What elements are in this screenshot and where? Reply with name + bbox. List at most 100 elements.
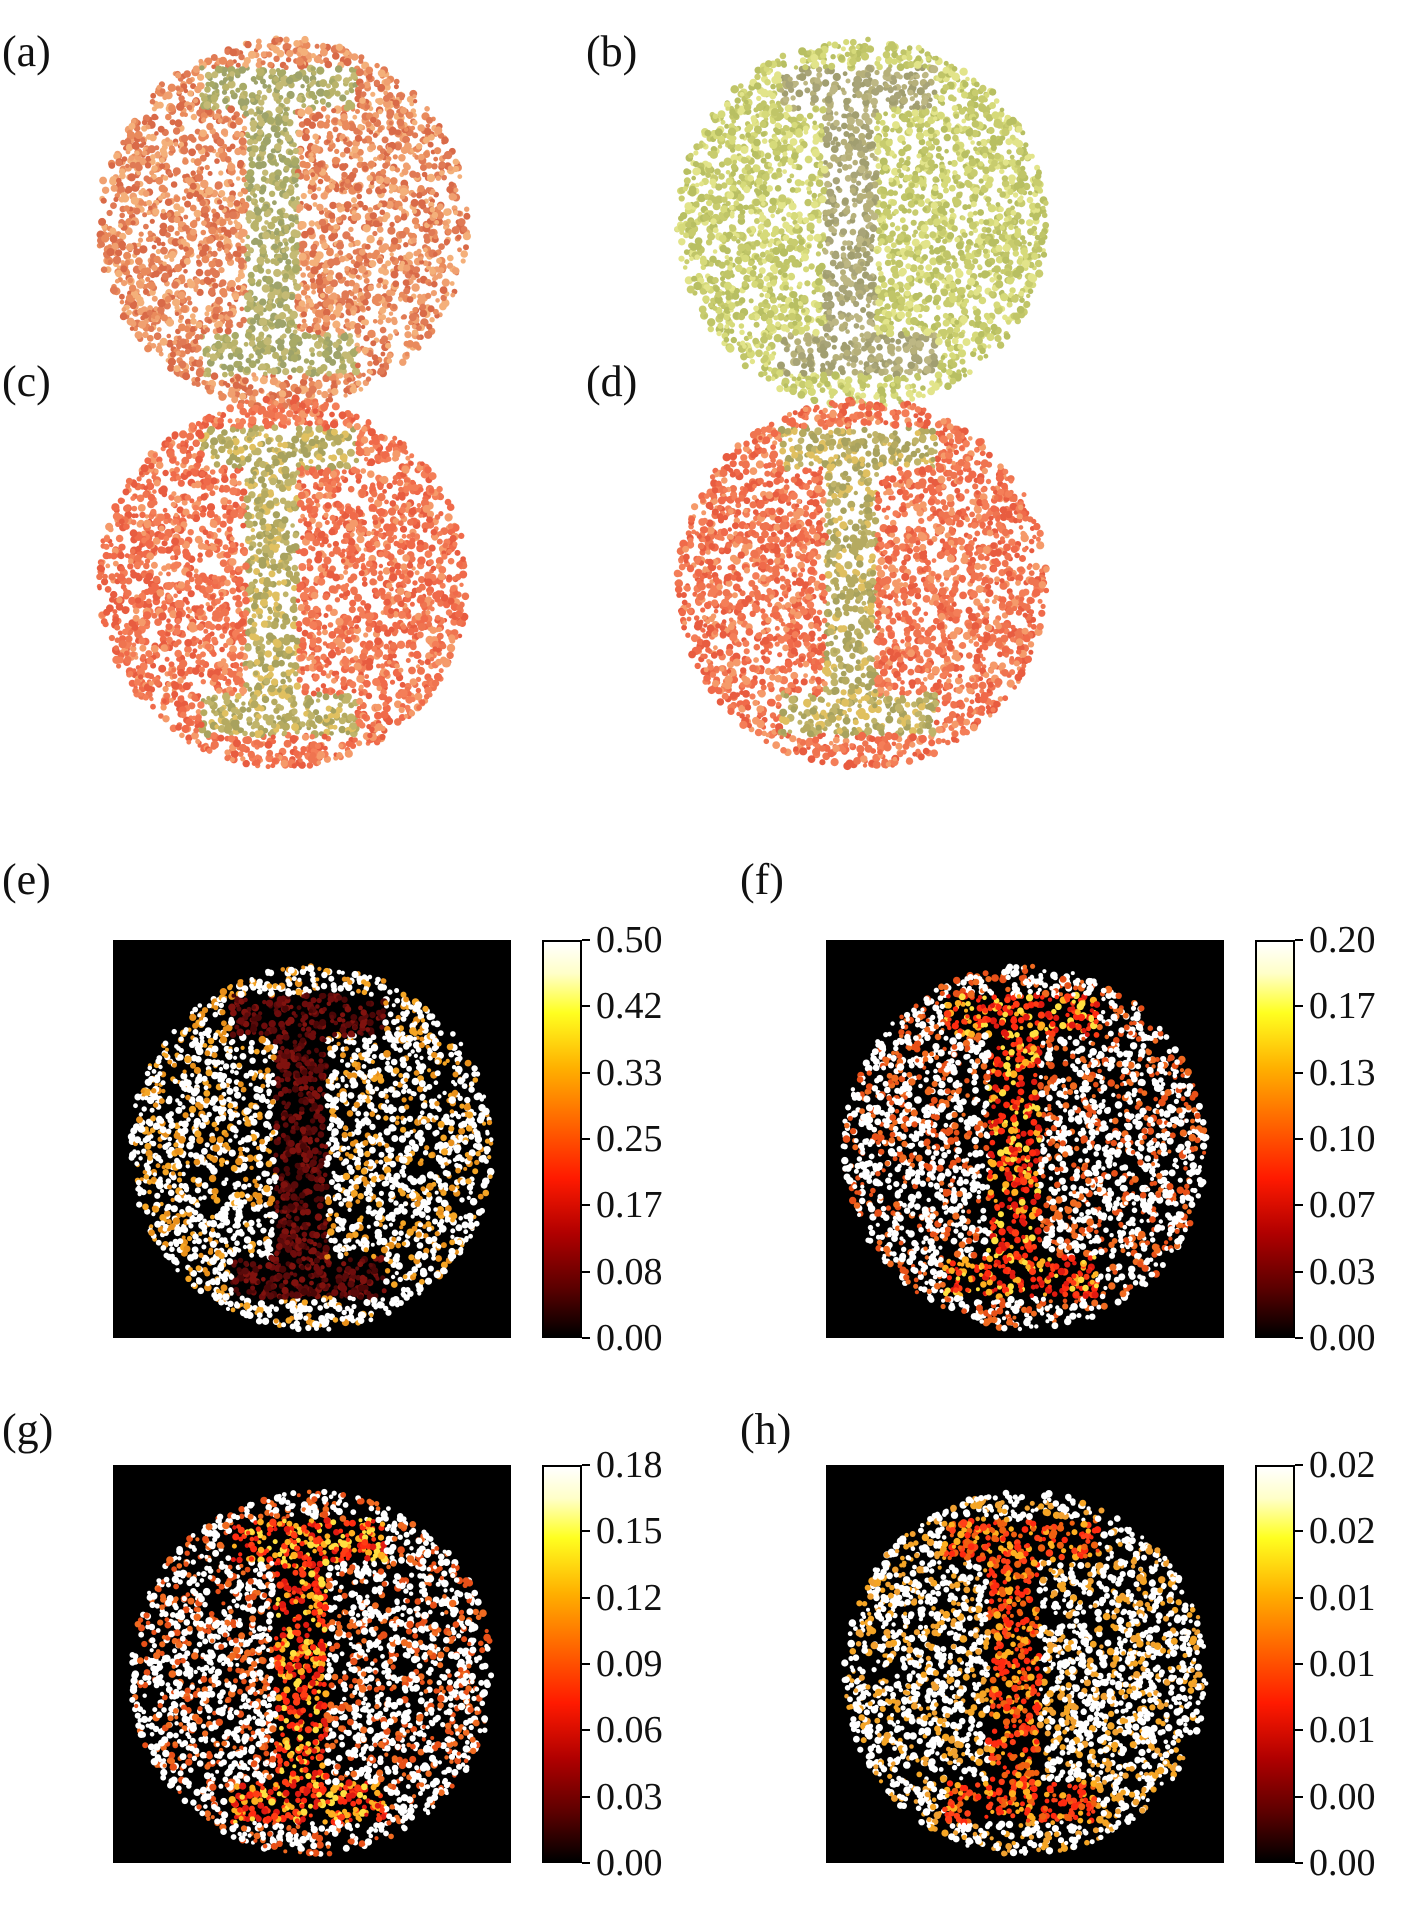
dot — [178, 314, 185, 321]
dot — [177, 206, 185, 214]
dot — [243, 366, 251, 374]
dot — [124, 138, 132, 145]
dot — [738, 83, 744, 89]
dot — [240, 316, 247, 324]
dot — [350, 310, 357, 316]
dot — [835, 141, 841, 147]
dot — [1019, 235, 1026, 241]
dot — [447, 165, 454, 172]
dot — [905, 275, 913, 283]
dot — [845, 329, 850, 334]
dot — [890, 199, 897, 207]
dot — [904, 159, 911, 167]
dot — [339, 163, 347, 171]
dot — [141, 119, 148, 126]
dot — [379, 363, 385, 369]
dot — [426, 173, 436, 183]
dot — [796, 234, 803, 240]
dot — [901, 93, 907, 98]
dot — [311, 289, 316, 295]
dot — [160, 314, 168, 322]
dot — [321, 242, 329, 250]
dot — [288, 214, 295, 222]
dot — [439, 170, 445, 176]
dot — [840, 252, 847, 258]
dot — [316, 273, 323, 280]
dot — [304, 106, 313, 115]
dot — [167, 364, 175, 372]
dot — [887, 86, 894, 94]
dot — [832, 136, 839, 142]
dot — [358, 386, 364, 392]
dot — [770, 213, 775, 219]
dot — [952, 170, 958, 176]
dot — [255, 38, 262, 45]
dot — [720, 119, 726, 125]
dot — [274, 174, 281, 181]
dot — [138, 199, 145, 206]
dot — [149, 98, 156, 105]
dot — [355, 362, 361, 369]
dot — [968, 263, 975, 270]
dot — [277, 241, 283, 247]
dot — [204, 311, 210, 317]
dot — [919, 320, 925, 326]
dot — [330, 279, 338, 288]
dot — [327, 396, 334, 403]
dot — [816, 179, 822, 185]
dot — [407, 232, 413, 238]
dot — [325, 83, 331, 89]
dot — [224, 336, 232, 343]
dot — [401, 314, 407, 320]
dot — [187, 133, 195, 142]
dot — [236, 246, 242, 251]
dot — [269, 394, 275, 400]
dot — [295, 57, 304, 66]
dot — [145, 124, 151, 130]
dot — [248, 247, 254, 253]
dot — [167, 357, 176, 366]
dot — [1019, 156, 1025, 162]
dot — [168, 145, 175, 152]
dot — [294, 293, 302, 301]
dot — [229, 377, 235, 383]
dot — [143, 288, 149, 294]
dot — [383, 78, 391, 86]
dot — [961, 367, 967, 374]
dot — [196, 259, 202, 265]
dot — [256, 135, 263, 142]
dot — [409, 101, 415, 107]
dot — [970, 201, 977, 208]
dot — [146, 199, 153, 206]
dot — [730, 171, 736, 177]
dot — [176, 102, 185, 111]
dot — [266, 116, 275, 125]
dot — [143, 223, 149, 230]
dot — [883, 132, 889, 138]
dot — [349, 53, 355, 59]
dot — [217, 390, 223, 396]
dot — [222, 196, 228, 202]
dot — [344, 90, 350, 96]
dot — [324, 285, 333, 294]
dot — [160, 241, 166, 247]
dot — [291, 257, 300, 266]
dot — [423, 207, 430, 214]
dot — [736, 239, 741, 244]
dot — [352, 287, 359, 294]
dot — [296, 365, 304, 374]
dot — [836, 126, 842, 132]
dot — [273, 230, 280, 236]
dot — [168, 269, 173, 274]
dot — [258, 387, 264, 394]
dot — [379, 209, 386, 216]
dot — [142, 114, 150, 122]
dot — [98, 217, 107, 226]
dot — [248, 340, 256, 347]
dot — [385, 342, 392, 349]
dot — [219, 287, 228, 296]
dot — [313, 323, 321, 331]
dot — [235, 285, 242, 291]
dot — [133, 248, 141, 256]
dot — [426, 116, 433, 124]
